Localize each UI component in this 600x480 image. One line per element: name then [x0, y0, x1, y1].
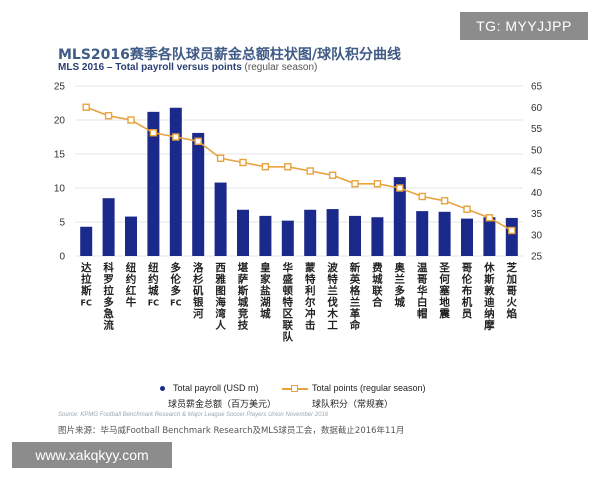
payroll-bar	[237, 209, 249, 256]
team-label: 哥伦布机员	[461, 262, 473, 320]
team-label: 科罗拉多急流	[103, 261, 114, 332]
right-axis-tick-label: 55	[531, 124, 543, 135]
right-axis-tick-label: 50	[531, 145, 543, 156]
chart-title-english-sub: (regular season)	[244, 62, 318, 73]
payroll-bar	[80, 226, 93, 256]
team-label: 皇家盐湖城	[260, 261, 271, 320]
team-label: 达拉斯 FC	[81, 261, 92, 308]
payroll-points-chart: 0 5 10 15 20 25 25 30 35 40 45 50 55 60 65 达拉斯 FC 科罗拉多急…	[54, 82, 543, 344]
team-label: 奥兰多城	[395, 261, 406, 309]
chart-title-english: MLS 2016 – Total payroll versus points (…	[58, 62, 317, 73]
legend-payroll-cn: 球员薪金总额（百万美元）	[168, 400, 277, 410]
team-label: 堪萨斯城竞技	[238, 261, 249, 332]
website-watermark: www.xakqkyy.com	[12, 442, 172, 468]
right-axis-tick-label: 45	[531, 167, 543, 178]
points-marker	[284, 163, 292, 171]
points-marker	[216, 154, 225, 162]
right-axis: 25 30 35 40 45 50 55 60 65	[531, 82, 543, 263]
left-axis-tick-label: 15	[54, 150, 66, 161]
left-axis-tick-label: 20	[54, 116, 66, 127]
payroll-bars	[80, 107, 518, 256]
points-marker	[508, 226, 516, 235]
payroll-bar	[505, 217, 518, 256]
chart-title-chinese: MLS2016赛季各队球员薪金总额柱状图/球队积分曲线	[58, 47, 402, 63]
payroll-bar	[416, 211, 429, 256]
payroll-bar	[147, 111, 160, 256]
legend-payroll-marker	[160, 386, 165, 392]
right-axis-tick-label: 25	[531, 252, 543, 263]
points-marker	[396, 184, 404, 192]
legend-payroll: Total payroll (USD m)	[160, 383, 259, 393]
points-marker	[239, 158, 247, 167]
team-label: 纽约红牛	[126, 261, 137, 309]
left-axis-tick-label: 25	[54, 82, 66, 93]
payroll-bar	[326, 209, 339, 256]
payroll-bar	[371, 217, 384, 256]
payroll-bar	[461, 218, 473, 256]
points-line-path	[85, 106, 513, 232]
team-label: 多伦多 FC	[170, 261, 182, 308]
right-axis-tick-label: 30	[531, 230, 543, 241]
payroll-bar	[438, 211, 451, 256]
points-marker	[440, 197, 449, 205]
payroll-bar	[102, 198, 115, 256]
team-label: 休斯敦迪纳摩	[483, 261, 495, 332]
left-axis-tick-label: 10	[54, 184, 66, 195]
payroll-bar	[125, 216, 137, 256]
team-label: 温哥华白帽	[417, 261, 428, 320]
points-marker	[82, 103, 90, 111]
points-marker	[485, 214, 494, 222]
legend-points: Total points (regular season)	[282, 383, 426, 393]
points-marker	[351, 180, 359, 188]
points-marker	[373, 180, 382, 188]
points-marker	[127, 116, 135, 124]
legend-points-cn: 球队积分（常规赛）	[312, 400, 394, 410]
grid-layer	[75, 85, 523, 257]
payroll-bar	[349, 215, 361, 256]
team-label: 华盛顿特区联队	[283, 261, 294, 343]
points-line	[82, 103, 516, 235]
chart-title-english-main: MLS 2016 – Total payroll versus points	[58, 62, 242, 73]
team-label: 圣何塞地震	[438, 262, 450, 320]
telegram-badge: TG: MYYJJPP	[460, 12, 588, 40]
payroll-bar	[214, 182, 227, 256]
points-marker	[172, 133, 180, 141]
legend-payroll-label: Total payroll (USD m)	[173, 383, 259, 393]
points-marker	[261, 163, 270, 171]
legend-points-marker	[282, 384, 308, 393]
right-axis-tick-label: 35	[531, 209, 543, 220]
image-source-footnote: 图片来源：毕马威Football Benchmark Research及MLS球…	[58, 426, 405, 436]
points-marker	[104, 112, 113, 120]
payroll-bar	[304, 209, 317, 256]
left-axis: 0 5 10 15 20 25	[54, 82, 66, 263]
left-axis-tick-label: 5	[59, 218, 65, 229]
points-marker	[418, 192, 426, 201]
left-axis-tick-label: 0	[59, 252, 65, 263]
payroll-bar	[259, 215, 272, 256]
right-axis-tick-label: 40	[531, 188, 543, 199]
legend-points-label: Total points (regular season)	[312, 383, 426, 393]
payroll-bar	[483, 217, 496, 256]
points-marker	[306, 167, 314, 175]
right-axis-tick-label: 60	[531, 103, 543, 114]
team-label: 纽约城 FC	[148, 261, 159, 308]
payroll-bar	[169, 107, 182, 256]
payroll-bar	[281, 220, 294, 256]
payroll-bar	[192, 132, 205, 256]
team-label: 波特兰伐木工	[326, 261, 338, 332]
right-axis-tick-label: 65	[531, 82, 543, 93]
points-marker	[149, 129, 158, 137]
points-marker	[194, 137, 202, 145]
team-label: 洛杉矶银河	[193, 261, 204, 320]
points-marker	[328, 171, 337, 179]
team-label: 费城联合	[371, 261, 383, 309]
team-label: 西雅图海湾人	[215, 262, 226, 332]
team-label: 芝加哥火焰	[506, 261, 518, 320]
source-note: Source: KPMG Football Benchmark Research…	[58, 412, 329, 418]
team-label: 蒙特利尔冲击	[304, 261, 316, 332]
team-label: 新英格兰革命	[349, 261, 361, 332]
payroll-bar	[393, 177, 406, 256]
points-marker	[463, 205, 471, 213]
